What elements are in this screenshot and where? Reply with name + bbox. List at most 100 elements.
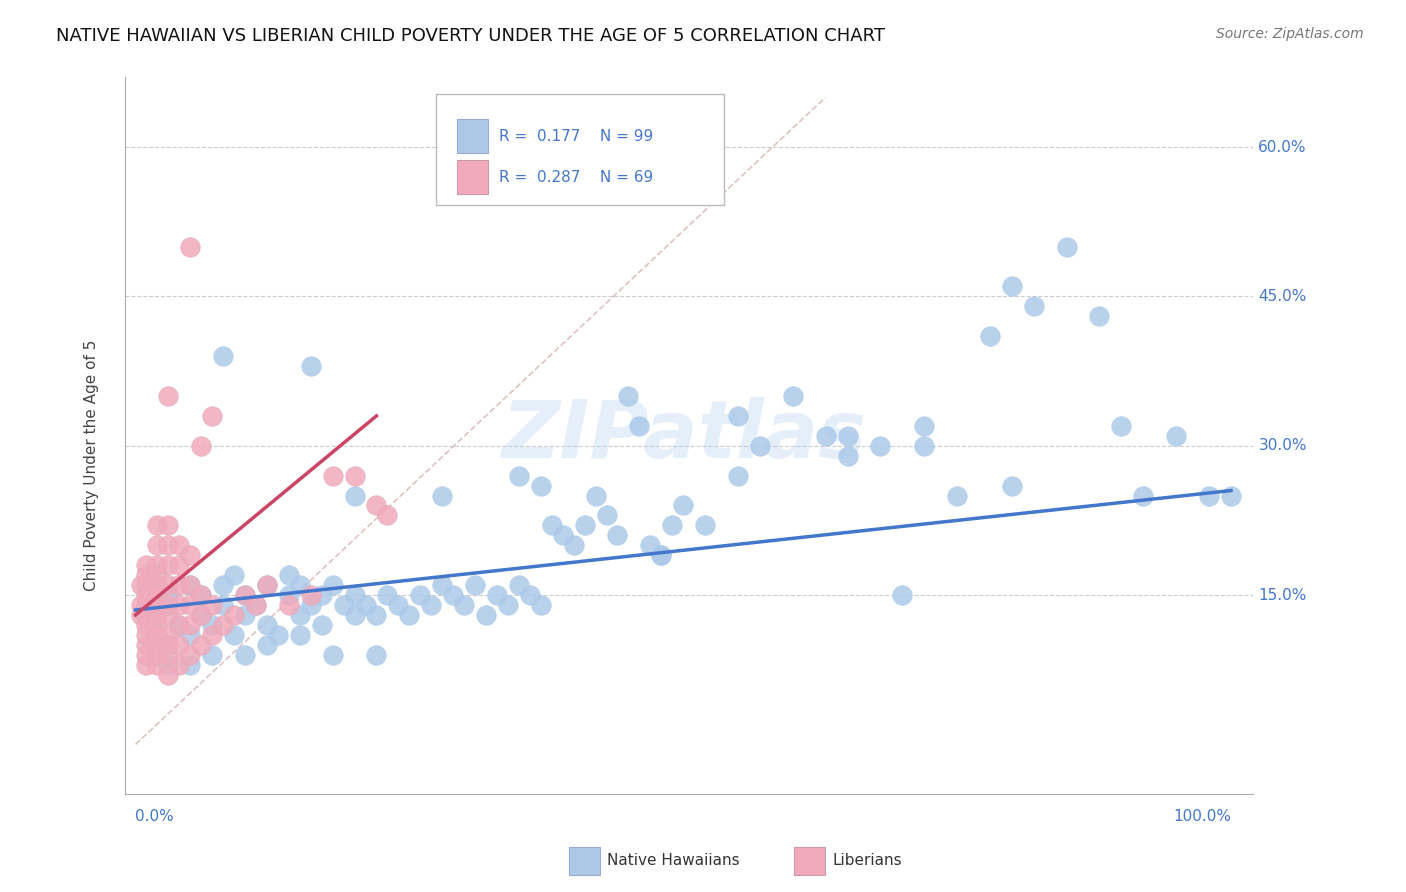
Point (453, 598, 475, 612)
Point (157, 648, 180, 662)
Point (190, 607, 212, 622)
Point (727, 468, 749, 483)
Point (146, 648, 169, 662)
Point (540, 518, 562, 533)
Point (222, 568, 245, 582)
Point (157, 638, 180, 652)
Point (979, 329, 1001, 343)
Point (727, 409, 749, 423)
Point (299, 598, 322, 612)
Point (650, 548, 672, 562)
Point (190, 439, 212, 453)
Point (157, 598, 180, 612)
Point (343, 607, 366, 622)
Point (912, 418, 935, 433)
Point (1111, 418, 1133, 433)
Text: 60.0%: 60.0% (1258, 140, 1306, 154)
Text: 0.0%: 0.0% (135, 809, 174, 824)
Point (157, 538, 180, 552)
Point (233, 607, 256, 622)
Point (782, 389, 804, 403)
Point (530, 598, 553, 612)
Point (135, 578, 157, 592)
Text: Native Hawaiians: Native Hawaiians (607, 854, 740, 868)
Point (585, 489, 607, 503)
Point (157, 657, 180, 672)
Point (891, 588, 914, 602)
Point (1219, 489, 1241, 503)
Point (179, 240, 201, 254)
Point (179, 618, 201, 632)
Point (837, 449, 859, 463)
Point (190, 588, 212, 602)
Point (366, 648, 388, 662)
Point (288, 607, 311, 622)
Point (201, 409, 224, 423)
Point (146, 638, 169, 652)
Point (146, 598, 169, 612)
Point (212, 349, 235, 363)
Point (135, 558, 157, 573)
Point (169, 598, 191, 612)
Point (146, 578, 169, 592)
Point (508, 468, 530, 483)
Point (322, 578, 344, 592)
Point (814, 429, 837, 443)
Point (343, 489, 366, 503)
Point (129, 578, 152, 592)
Point (179, 648, 201, 662)
Point (628, 418, 651, 433)
Point (146, 607, 169, 622)
Point (606, 528, 628, 542)
Point (233, 648, 256, 662)
Point (1198, 489, 1220, 503)
Point (135, 607, 157, 622)
Point (322, 648, 344, 662)
Point (530, 478, 553, 492)
Point (135, 607, 157, 622)
Point (496, 598, 519, 612)
Point (157, 578, 180, 592)
Point (277, 568, 299, 582)
Point (256, 578, 278, 592)
Point (233, 588, 256, 602)
Point (146, 618, 169, 632)
Point (169, 538, 191, 552)
Point (288, 628, 311, 642)
Point (146, 568, 169, 582)
Point (277, 598, 299, 612)
Point (519, 588, 541, 602)
Point (650, 548, 672, 562)
Point (912, 439, 935, 453)
Point (146, 588, 169, 602)
Point (366, 607, 388, 622)
Point (508, 578, 530, 592)
Text: R =  0.287    N = 69: R = 0.287 N = 69 (499, 169, 654, 185)
Point (354, 598, 377, 612)
Point (1001, 478, 1024, 492)
Point (157, 667, 180, 681)
Point (748, 439, 770, 453)
Point (179, 578, 201, 592)
Point (409, 588, 432, 602)
Point (146, 628, 169, 642)
Point (299, 588, 322, 602)
Text: 15.0%: 15.0% (1258, 588, 1306, 603)
Point (157, 607, 180, 622)
Point (595, 508, 617, 523)
Point (233, 588, 256, 602)
Point (146, 657, 169, 672)
Point (695, 518, 717, 533)
Point (475, 607, 498, 622)
Point (135, 618, 157, 632)
Point (157, 588, 180, 602)
Point (169, 578, 191, 592)
Point (169, 638, 191, 652)
Point (135, 657, 157, 672)
Point (146, 598, 169, 612)
Point (1022, 299, 1045, 313)
Text: R =  0.177    N = 99: R = 0.177 N = 99 (499, 128, 654, 144)
Point (179, 657, 201, 672)
Point (277, 588, 299, 602)
Point (135, 598, 157, 612)
